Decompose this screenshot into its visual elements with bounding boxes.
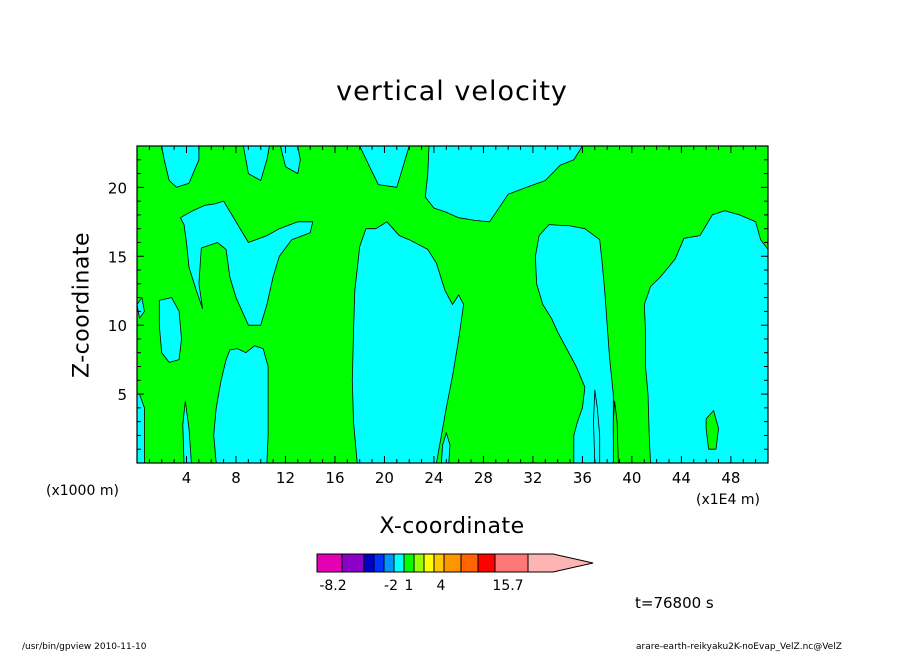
colorbar-swatch	[403, 553, 415, 573]
colorbar: -8.2 -2 1 4 15.7	[316, 553, 594, 594]
x-tick-label: 48	[721, 469, 740, 487]
contour-region-f	[179, 200, 314, 326]
contour-region-d	[359, 146, 410, 188]
chart-title: vertical velocity	[336, 76, 568, 107]
plot-frame	[136, 145, 769, 464]
colorbar-tick-label: 4	[437, 578, 446, 594]
colorbar-swatch	[413, 553, 425, 573]
y-tick-label: 20	[108, 179, 127, 197]
x-axis-unit-right: (x1E4 m)	[696, 492, 760, 508]
y-tick-label: 5	[117, 386, 127, 404]
x-tick-label: 8	[231, 469, 241, 487]
colorbar-swatch	[383, 553, 395, 573]
colorbar-swatch	[460, 553, 479, 573]
x-tick-label: 32	[523, 469, 542, 487]
colorbar-tick-label: 15.7	[492, 578, 523, 594]
contour-region-k	[182, 400, 192, 463]
colorbar-swatch	[341, 553, 365, 573]
contour-region-p	[643, 210, 768, 463]
x-tick-label: 12	[276, 469, 295, 487]
contour-region-i	[213, 345, 269, 463]
x-axis-label: X-coordinate	[379, 514, 525, 539]
contour-region-j	[137, 393, 145, 463]
colorbar-tick-label: 1	[405, 578, 414, 594]
y-tick-label: 15	[108, 248, 127, 266]
colorbar-tick-label: -8.2	[319, 578, 346, 594]
x-tick-label: 24	[424, 469, 443, 487]
footer-left: /usr/bin/gpview 2010-11-10	[22, 642, 147, 652]
footer-right: arare-earth-reikyaku2K-noEvap_VelZ.nc@Ve…	[636, 642, 842, 652]
contour-region-l	[351, 221, 465, 463]
x-tick-label: 28	[474, 469, 493, 487]
contour-region-g	[137, 297, 145, 319]
colorbar-tick-label: -2	[384, 578, 398, 594]
contour-region-q	[705, 410, 719, 450]
contour-region-e	[424, 146, 583, 223]
plot-area	[137, 146, 768, 463]
colorbar-swatch	[316, 553, 343, 573]
colorbar-swatch	[363, 553, 375, 573]
contour-region-r	[612, 400, 619, 463]
contour-region-h	[158, 297, 182, 363]
colorbar-swatch	[443, 553, 462, 573]
colorbar-swatch	[477, 553, 496, 573]
y-tick-label: 10	[108, 317, 127, 335]
x-tick-label: 40	[622, 469, 641, 487]
x-tick-label: 44	[672, 469, 691, 487]
contour-region-b	[203, 146, 270, 181]
x-tick-label: 16	[325, 469, 344, 487]
colorbar-swatch	[393, 553, 405, 573]
colorbar-swatch	[433, 553, 445, 573]
x-tick-label: 20	[375, 469, 394, 487]
contour-region-a	[137, 146, 200, 188]
contour-region-m	[440, 432, 451, 463]
colorbar-swatch	[527, 553, 594, 573]
time-label: t=76800 s	[635, 594, 714, 612]
colorbar-swatch	[494, 553, 529, 573]
x-tick-label: 4	[182, 469, 192, 487]
x-axis-unit-left: (x1000 m)	[46, 483, 119, 499]
x-tick-label: 36	[573, 469, 592, 487]
colorbar-swatch	[423, 553, 435, 573]
colorbar-swatch	[373, 553, 385, 573]
contour-region-o	[593, 389, 601, 463]
